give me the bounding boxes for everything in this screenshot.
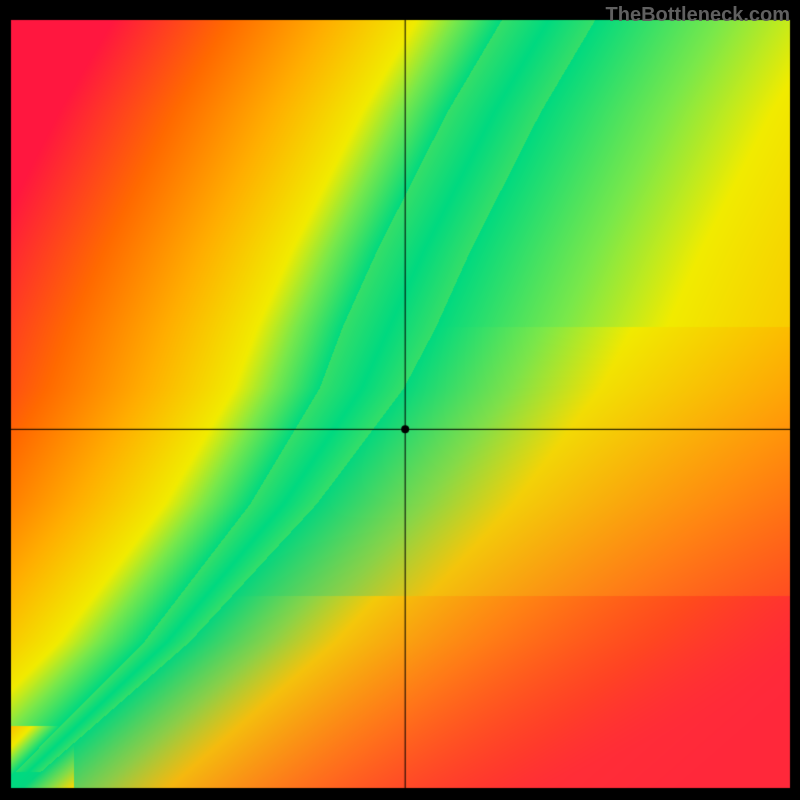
watermark-text: TheBottleneck.com (606, 4, 790, 27)
heatmap-canvas (0, 0, 800, 800)
bottleneck-heatmap-chart: TheBottleneck.com (0, 0, 800, 800)
